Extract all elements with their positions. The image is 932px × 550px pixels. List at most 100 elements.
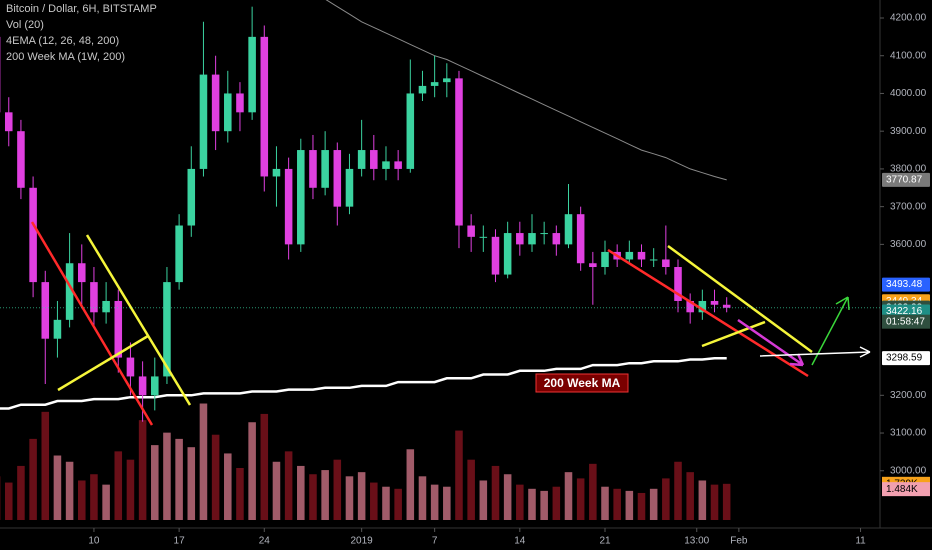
- annotation-box: [535, 373, 629, 393]
- candle-body: [260, 36, 269, 177]
- volume-bar: [540, 490, 548, 520]
- volume-bar: [430, 484, 439, 520]
- y-tick-label: 4200.00: [890, 13, 927, 24]
- moving-average: [325, 0, 727, 181]
- volume-bar: [187, 447, 196, 520]
- volume-bar: [284, 451, 293, 520]
- candle-body: [163, 282, 171, 377]
- price-tag-label: 3422.16: [886, 306, 923, 317]
- candle-body: [41, 282, 50, 339]
- candle-body: [698, 300, 707, 313]
- volume-bar: [564, 472, 573, 520]
- candle-body: [236, 93, 244, 113]
- candle-body: [406, 93, 415, 169]
- countdown-tag: [882, 314, 930, 329]
- trend-line: [667, 244, 813, 354]
- price-tag: [882, 172, 930, 187]
- volume-layer: [0, 403, 731, 520]
- volume-bar: [698, 480, 707, 520]
- volume-bar: [528, 488, 536, 520]
- y-tick-label: 4000.00: [890, 88, 927, 99]
- volume-bar: [601, 486, 609, 520]
- candle-body: [138, 376, 147, 396]
- candle-body: [211, 74, 220, 132]
- volume-bar: [674, 461, 682, 520]
- candle-body: [430, 82, 439, 86]
- y-tick-label: 3800.00: [890, 164, 927, 175]
- volume-bar: [491, 465, 500, 520]
- y-tick-label: 3700.00: [890, 201, 927, 212]
- x-tick-label: 7: [432, 536, 438, 547]
- price-tag-label: 3770.87: [886, 175, 923, 186]
- price-tag-label: 3298.59: [886, 353, 923, 364]
- volume-bar: [467, 459, 475, 520]
- volume-bar: [637, 492, 646, 520]
- volume-bar: [126, 459, 135, 520]
- volume-bar: [710, 484, 719, 520]
- volume-bar: [722, 483, 731, 520]
- x-tick-label: 17: [174, 536, 186, 547]
- candle-body: [516, 233, 524, 245]
- legend-item: Bitcoin / Dollar, 6H, BITSTAMP: [6, 3, 157, 15]
- volume-bar: [321, 470, 329, 520]
- candle-body: [199, 74, 208, 169]
- candle-body: [662, 259, 670, 268]
- arrow: [759, 346, 871, 358]
- volume-bar: [516, 484, 524, 520]
- candle-body: [674, 267, 682, 301]
- volume-bar: [163, 432, 171, 520]
- volume-bar: [309, 474, 317, 520]
- trend-line: [30, 221, 154, 426]
- x-tick-label: 11: [855, 536, 866, 547]
- volume-bar: [29, 438, 37, 520]
- candle-body: [90, 282, 98, 313]
- candle-body: [151, 376, 159, 396]
- volume-bar: [503, 474, 512, 520]
- trend-line: [85, 234, 192, 406]
- candle-body: [248, 36, 256, 113]
- volume-tag-label: 1.484K: [886, 484, 918, 495]
- drawings: [30, 221, 871, 426]
- volume-bar: [77, 480, 86, 520]
- candle-body: [467, 225, 475, 237]
- volume-bar: [248, 422, 256, 520]
- candle-body: [394, 161, 402, 169]
- x-tick-label: 10: [88, 536, 100, 547]
- volume-bar: [4, 482, 13, 520]
- y-tick-label: 4100.00: [890, 50, 927, 61]
- volume-bar: [649, 488, 658, 520]
- volume-bar: [17, 465, 25, 520]
- legend-item: Vol (20): [6, 19, 44, 31]
- volume-bar: [53, 455, 62, 520]
- volume-bar: [175, 438, 183, 520]
- candle-body: [589, 263, 597, 268]
- price-tag: [882, 351, 930, 366]
- x-tick-label: 2019: [351, 536, 374, 547]
- candle-body: [479, 236, 488, 238]
- candle-body: [491, 236, 500, 275]
- volume-bar: [345, 476, 354, 520]
- volume-bar: [455, 430, 463, 520]
- volume-bar: [625, 490, 634, 520]
- annotation: 200 Week MA: [544, 376, 621, 390]
- candle-body: [102, 300, 110, 313]
- x-tick-label: 14: [514, 536, 526, 547]
- candle-layer: [0, 6, 731, 422]
- volume-bar: [662, 478, 670, 520]
- trend-line: [57, 334, 149, 392]
- candle-body: [224, 93, 232, 132]
- volume-bar: [406, 449, 415, 520]
- candle-body: [455, 78, 463, 226]
- volume-bar: [297, 465, 305, 520]
- volume-bar: [333, 459, 342, 520]
- volume-bar: [90, 474, 98, 520]
- candle-body: [175, 225, 183, 283]
- candle-body: [272, 168, 281, 177]
- volume-bar: [589, 463, 597, 520]
- volume-bar: [686, 472, 694, 520]
- y-tick-label: 3600.00: [890, 239, 927, 250]
- candle-body: [333, 150, 342, 207]
- volume-bar: [114, 451, 123, 520]
- volume-bar: [211, 434, 220, 520]
